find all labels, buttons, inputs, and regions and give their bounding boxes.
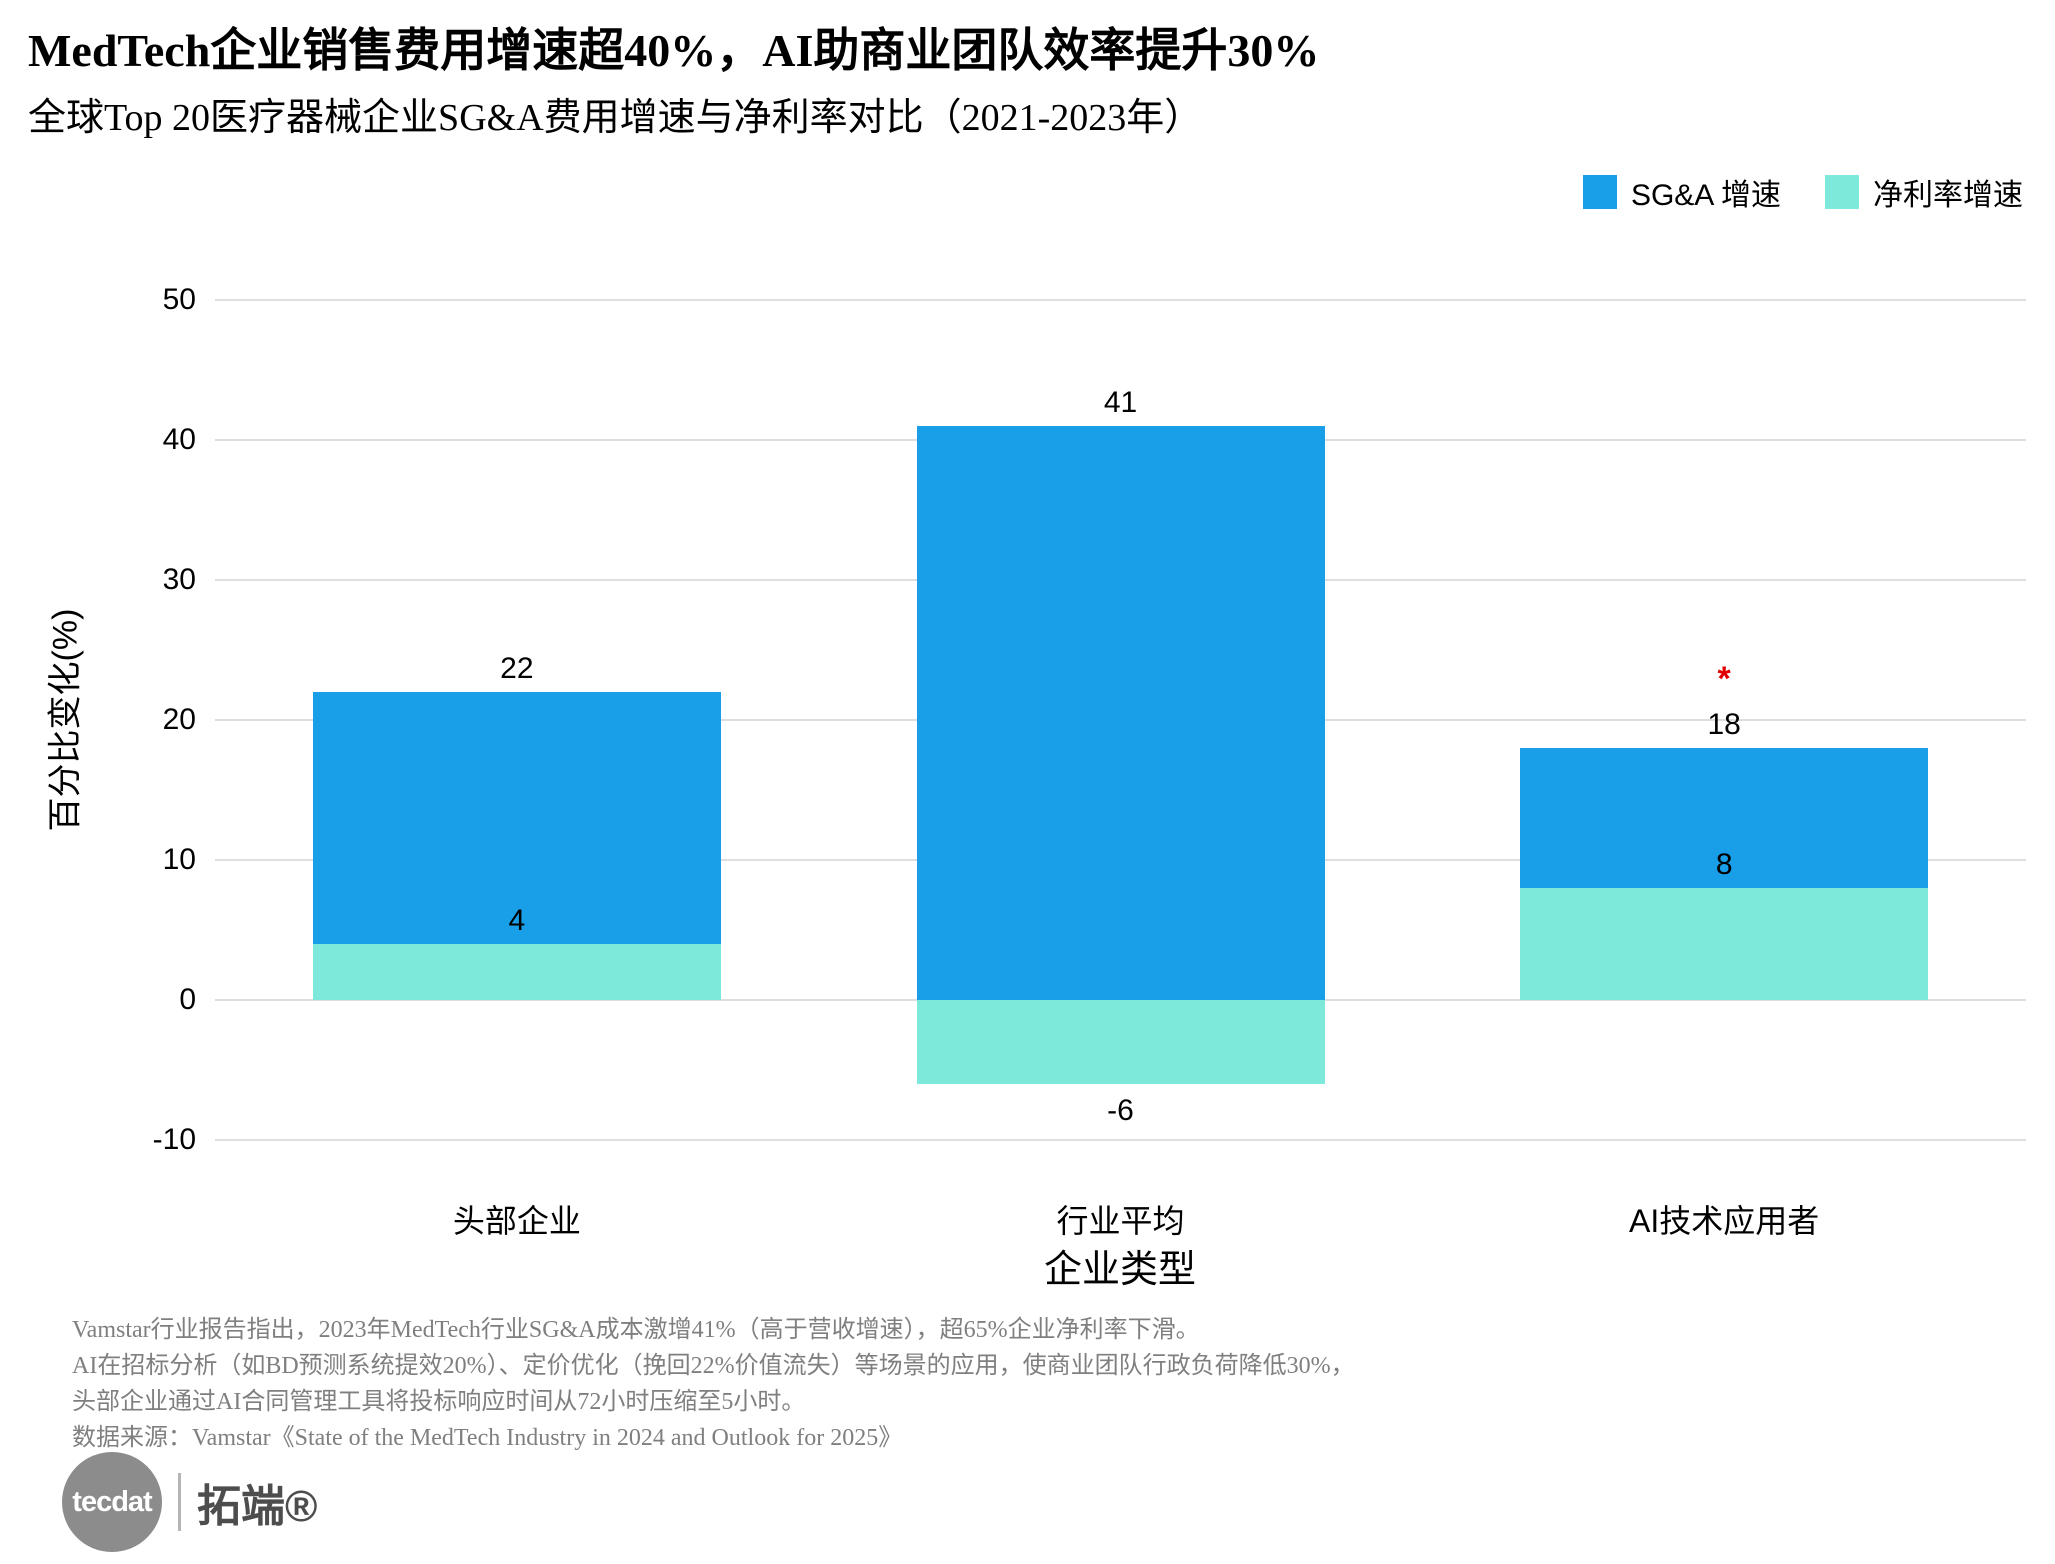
x-axis-title: 企业类型: [1043, 1249, 1197, 1291]
bar-value-label: 41: [1103, 386, 1138, 419]
legend-label-net-margin: 净利率增速: [1873, 179, 2023, 212]
legend-item-net-margin: 净利率增速: [1825, 170, 2023, 214]
bar-segment-net-margin: [916, 1000, 1325, 1084]
y-tick-label: 10: [162, 843, 196, 876]
y-tick-label: 0: [179, 983, 196, 1016]
bar-segment-sga: [916, 426, 1325, 1000]
page-title: MedTech企业销售费用增速超40%，AI助商业团队效率提升30%: [28, 25, 1320, 76]
y-tick-label: 30: [162, 563, 196, 596]
logo-divider: [178, 1473, 181, 1531]
footnote-line-1: Vamstar行业报告指出，2023年MedTech行业SG&A成本激增41%（…: [72, 1317, 1200, 1343]
bar-segment-net-margin: [1520, 888, 1929, 1000]
y-tick-label: 40: [162, 423, 196, 456]
tecdat-logo-icon: tecdat: [62, 1452, 162, 1552]
significance-asterisk: *: [1717, 660, 1731, 698]
legend-swatch-sga-icon: [1582, 175, 1617, 209]
data-source: 数据来源：Vamstar《State of the MedTech Indust…: [72, 1425, 903, 1451]
x-category-label: AI技术应用者: [1629, 1203, 1820, 1239]
footnote-line-2: AI在招标分析（如BD预测系统提效20%）、定价优化（挽回22%价值流失）等场景…: [72, 1353, 1355, 1379]
gridline: [215, 1139, 2026, 1141]
logo-cjk-wordmark: 拓端®: [197, 1482, 318, 1531]
gridline: [215, 299, 2026, 301]
bar-value-label: 18: [1707, 708, 1741, 741]
x-category-label: 行业平均: [1056, 1203, 1185, 1239]
footnotes: Vamstar行业报告指出，2023年MedTech行业SG&A成本激增41%（…: [72, 1312, 1355, 1456]
y-tick-label: 20: [162, 703, 196, 736]
legend: SG&A 增速 净利率增速: [1582, 170, 2023, 214]
y-tick-label: 50: [162, 283, 196, 316]
legend-item-sga: SG&A 增速: [1582, 170, 1781, 214]
page-subtitle: 全球Top 20医疗器械企业SG&A费用增速与净利率对比（2021-2023年）: [28, 97, 1203, 139]
x-category-label: 头部企业: [452, 1203, 581, 1239]
bar-value-label: 22: [500, 652, 534, 685]
legend-label-sga: SG&A 增速: [1630, 179, 1781, 212]
footnote-line-3: 头部企业通过AI合同管理工具将投标响应时间从72小时压缩至5小时。: [72, 1389, 806, 1415]
bar-segment-net-margin: [312, 944, 721, 1000]
bar-value-label: -6: [1107, 1094, 1134, 1127]
brand-logo: tecdat 拓端®: [62, 1452, 317, 1552]
y-tick-label: -10: [152, 1123, 196, 1156]
legend-swatch-net-margin-icon: [1825, 175, 1859, 209]
bar-value-label: 4: [508, 904, 526, 937]
bar-value-label: 8: [1715, 848, 1733, 881]
